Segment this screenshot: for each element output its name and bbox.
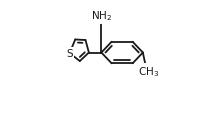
Text: S: S xyxy=(66,49,73,59)
Text: NH$_2$: NH$_2$ xyxy=(91,9,112,23)
Text: CH$_3$: CH$_3$ xyxy=(138,65,159,78)
